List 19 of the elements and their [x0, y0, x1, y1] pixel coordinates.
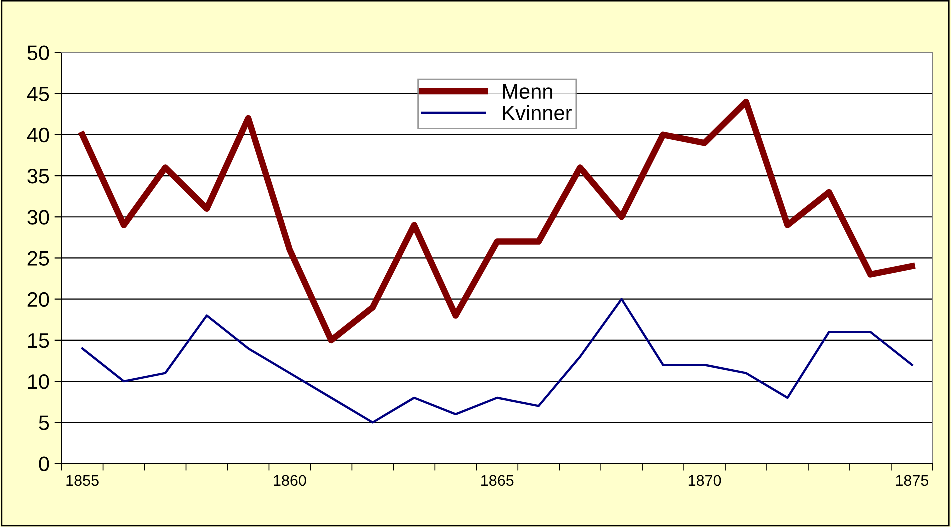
y-tick-label: 25	[28, 251, 50, 266]
y-tick-label: 5	[39, 416, 50, 430]
y-tick-label: 20	[28, 292, 50, 308]
x-tick-label: 1855	[66, 475, 99, 486]
legend-label: Kvinner	[503, 105, 572, 121]
y-tick-label: 0	[39, 456, 50, 472]
y-tick-label: 35	[28, 169, 50, 184]
y-tick-label: 10	[28, 374, 50, 390]
line-series	[81, 298, 914, 424]
y-tick-label: 15	[28, 334, 50, 348]
legend-label: Menn	[503, 84, 552, 100]
x-tick-label: 1870	[688, 475, 722, 486]
y-tick-label: 50	[28, 46, 50, 60]
y-tick-label: 30	[28, 210, 50, 225]
x-tick-label: 1875	[896, 475, 929, 486]
x-tick-label: 1865	[482, 475, 514, 486]
y-tick-label: 40	[27, 128, 50, 143]
y-tick-label: 45	[27, 87, 50, 102]
x-tick-label: 1860	[274, 475, 306, 486]
